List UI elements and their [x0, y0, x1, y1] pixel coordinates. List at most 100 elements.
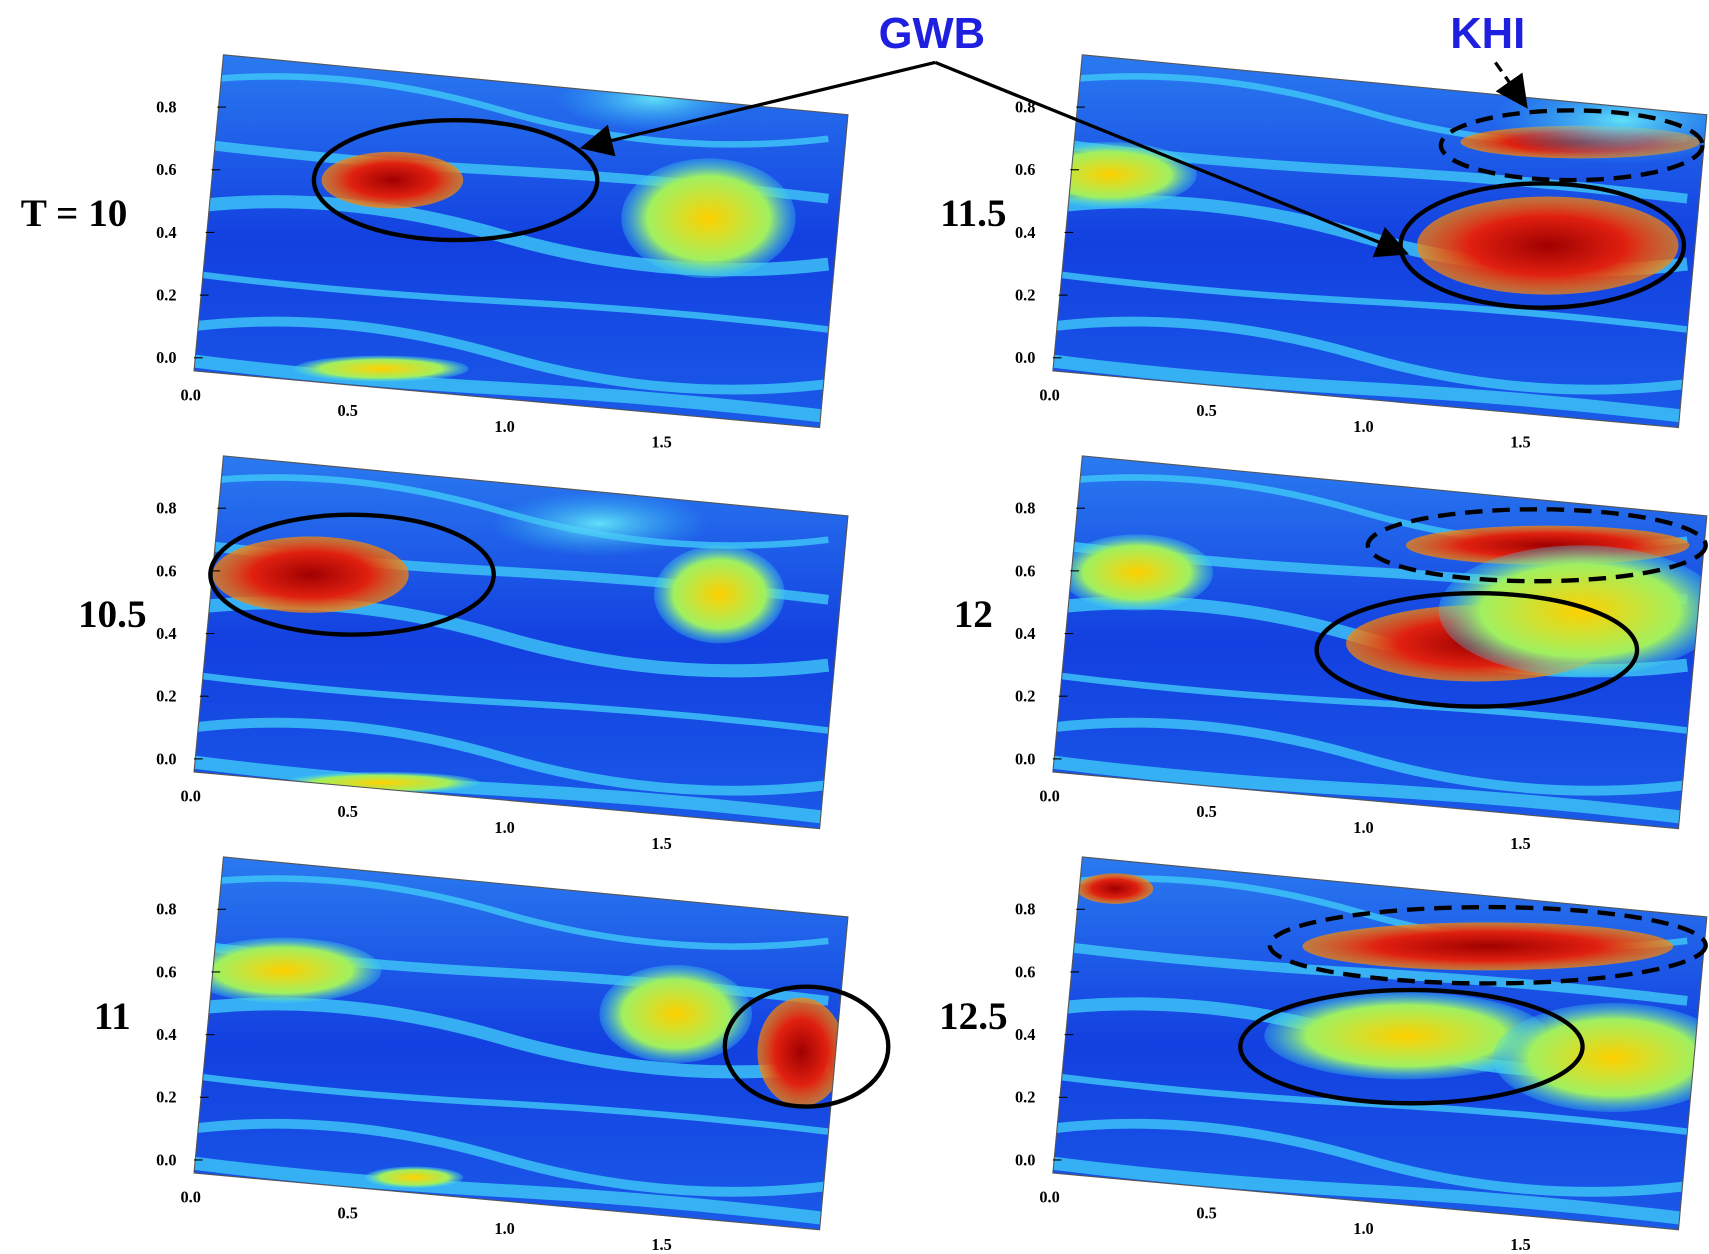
- y-tick-label: 0.2: [156, 286, 176, 305]
- y-tick-label: 0.4: [156, 624, 176, 643]
- y-tick-label: 0.6: [156, 561, 176, 580]
- panel: [194, 54, 848, 428]
- field-blob: [365, 1166, 464, 1189]
- stripe: [1052, 939, 1688, 1006]
- y-tick-label: 0.0: [156, 1150, 176, 1169]
- gwb-ellipse: [311, 118, 600, 243]
- panel-frame: [193, 455, 849, 830]
- gwb-ellipse: [208, 512, 496, 637]
- panel: [194, 455, 848, 829]
- field-blob: [599, 964, 753, 1063]
- stripe: [1052, 670, 1688, 734]
- field-blob: [194, 937, 382, 1004]
- y-tick-label: 0.4: [156, 1025, 176, 1044]
- khi-label: KHI: [1450, 10, 1525, 58]
- panel-frame: [1052, 455, 1708, 830]
- x-tick-label: 0.5: [1196, 1203, 1216, 1222]
- field-blob: [490, 490, 709, 557]
- gwb-ellipse: [1314, 591, 1640, 709]
- y-tick-label: 0.2: [1015, 286, 1035, 305]
- field-blob: [1416, 196, 1679, 295]
- field-blob: [555, 65, 753, 132]
- field-blob: [1264, 992, 1548, 1080]
- stripe: [194, 754, 830, 825]
- x-tick-label: 0.0: [1039, 1187, 1059, 1206]
- y-tick-label: 0.8: [1015, 499, 1035, 518]
- time-label: 11.5: [940, 192, 1006, 235]
- y-tick-label: 0.4: [1015, 1025, 1035, 1044]
- y-tick-label: 0.8: [1015, 900, 1035, 919]
- x-tick-label: 0.0: [181, 1187, 201, 1206]
- y-tick-label: 0.6: [1015, 160, 1035, 179]
- stripe: [194, 875, 829, 950]
- y-tick-label: 0.0: [1015, 749, 1035, 768]
- x-tick-label: 1.0: [1353, 1219, 1373, 1238]
- x-tick-label: 0.5: [1196, 802, 1216, 821]
- panel: [1052, 455, 1707, 829]
- stripe: [1052, 316, 1688, 395]
- stripe: [1052, 717, 1688, 796]
- x-tick-label: 0.5: [337, 802, 357, 821]
- stripe: [194, 1071, 829, 1135]
- x-tick-label: 0.5: [337, 401, 357, 420]
- stripe: [1052, 754, 1688, 825]
- x-tick-label: 0.0: [1039, 786, 1059, 805]
- y-tick-label: 0.8: [156, 98, 176, 117]
- stripe: [194, 670, 829, 734]
- panel: [1052, 54, 1707, 428]
- stripe: [194, 997, 830, 1079]
- field-blob: [1493, 1003, 1707, 1113]
- field-blob: [757, 997, 845, 1107]
- field-blob: [212, 536, 409, 613]
- y-tick-label: 0.8: [156, 900, 176, 919]
- gwb-ellipse: [1238, 987, 1585, 1106]
- gwb-arrow: [579, 60, 936, 157]
- stripe: [1052, 1155, 1688, 1226]
- y-tick-label: 0.6: [156, 160, 176, 179]
- x-tick-label: 0.0: [181, 385, 201, 404]
- y-tick-label: 0.6: [156, 962, 176, 981]
- y-tick-label: 0.4: [1015, 223, 1035, 242]
- y-tick-label: 0.0: [156, 749, 176, 768]
- field-blob: [1076, 873, 1154, 904]
- stripe: [194, 353, 830, 424]
- gwb-arrow: [934, 60, 1410, 258]
- x-tick-label: 1.0: [494, 818, 514, 837]
- field-blob: [294, 355, 469, 382]
- x-tick-label: 1.0: [494, 1219, 514, 1238]
- x-tick-label: 0.5: [337, 1203, 357, 1222]
- stripe: [194, 269, 829, 333]
- x-tick-label: 1.0: [1353, 417, 1373, 436]
- stripe: [194, 73, 829, 148]
- y-tick-label: 0.0: [1015, 1150, 1035, 1169]
- field-blob: [1052, 141, 1197, 208]
- field-blob: [1060, 534, 1214, 611]
- field-blob: [1302, 922, 1674, 971]
- y-tick-label: 0.6: [1015, 561, 1035, 580]
- x-tick-label: 1.5: [1510, 834, 1530, 853]
- x-tick-label: 1.0: [1353, 818, 1373, 837]
- gwb-label: GWB: [879, 10, 986, 58]
- y-tick-label: 0.6: [1015, 962, 1035, 981]
- gwb-ellipse: [722, 984, 891, 1109]
- x-tick-label: 1.5: [1510, 433, 1530, 452]
- time-label: 11: [94, 995, 131, 1038]
- time-label: 12: [954, 593, 993, 636]
- y-tick-label: 0.4: [156, 223, 176, 242]
- panel-frame: [1052, 856, 1708, 1231]
- stripe: [194, 717, 829, 796]
- y-tick-label: 0.8: [156, 499, 176, 518]
- stripe: [1052, 1118, 1688, 1197]
- y-tick-label: 0.2: [156, 687, 176, 706]
- y-tick-label: 0.2: [1015, 1088, 1035, 1107]
- x-tick-label: 1.0: [494, 417, 514, 436]
- x-tick-label: 1.5: [651, 433, 671, 452]
- y-tick-label: 0.2: [1015, 687, 1035, 706]
- x-tick-label: 1.5: [651, 1235, 671, 1254]
- time-label: 12.5: [939, 995, 1008, 1038]
- x-tick-label: 1.5: [651, 834, 671, 853]
- x-tick-label: 0.5: [1196, 401, 1216, 420]
- panel-frame: [193, 856, 849, 1231]
